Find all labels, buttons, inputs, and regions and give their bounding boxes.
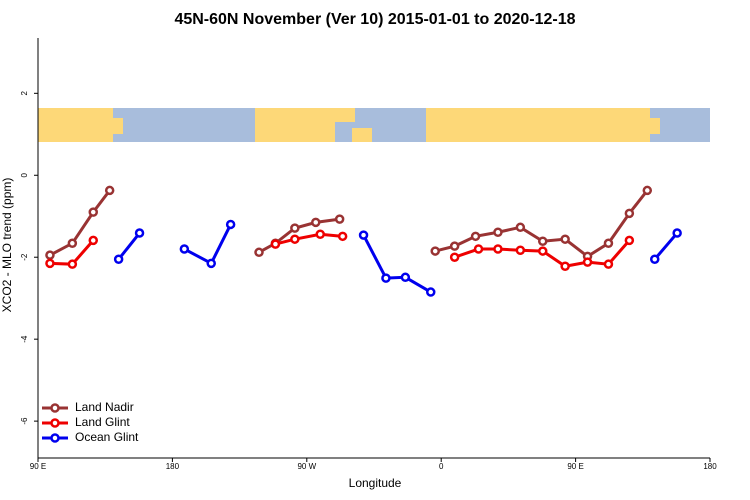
point [642,185,653,196]
point [624,235,635,246]
point [400,272,411,283]
point [206,258,216,269]
point [311,217,321,228]
point [493,244,503,254]
point [473,244,484,254]
point [270,239,281,249]
point [493,227,503,237]
point [290,223,300,233]
point [45,250,55,260]
point [560,234,570,244]
point [104,185,115,196]
point [67,238,78,249]
point [515,245,526,256]
point [88,235,99,246]
legend-label: Ocean Glint [75,430,139,444]
point [179,244,190,254]
point [134,228,145,238]
point [225,219,236,230]
y-tick-label: -4 [20,335,29,343]
series-line [117,223,679,294]
point [113,254,124,265]
point [334,214,345,224]
point [560,261,570,271]
y-tick-label: 2 [20,91,29,96]
point [290,234,300,244]
point [515,222,526,233]
series-line [49,189,649,259]
point [603,259,614,269]
point [537,236,548,246]
x-tick-label: 180 [703,462,717,471]
point [449,252,460,262]
legend-label: Land Nadir [75,400,134,414]
legend-marker [50,403,60,413]
x-tick-label: 90 W [297,462,316,471]
map-strip [38,108,710,142]
legend-label: Land Glint [75,415,130,429]
point [254,247,264,258]
point [425,287,436,297]
x-tick-label: 90 E [567,462,583,471]
point [381,273,391,283]
point [582,257,593,267]
point [603,238,614,249]
x-tick-label: 90 E [30,462,46,471]
x-tick-label: 0 [439,462,444,471]
point [624,208,635,219]
point [449,241,460,251]
legend-marker [50,418,60,428]
point [672,228,682,238]
point [430,246,440,256]
chart-title: 45N-60N November (Ver 10) 2015-01-01 to … [174,11,575,28]
y-tick-label: 0 [20,172,29,177]
y-axis-label: XCO2 - MLO trend (ppm) [0,178,14,313]
x-tick-label: 180 [166,462,180,471]
point [67,259,78,269]
point [649,254,660,265]
y-tick-label: -6 [20,417,29,425]
x-axis-label: Longitude [349,476,402,490]
point [537,246,548,256]
point [315,229,325,240]
legend-marker [50,433,60,443]
point [470,231,481,242]
point [337,231,348,242]
point [358,230,369,240]
y-tick-label: -2 [20,253,29,261]
point [88,207,99,217]
point [45,258,55,269]
